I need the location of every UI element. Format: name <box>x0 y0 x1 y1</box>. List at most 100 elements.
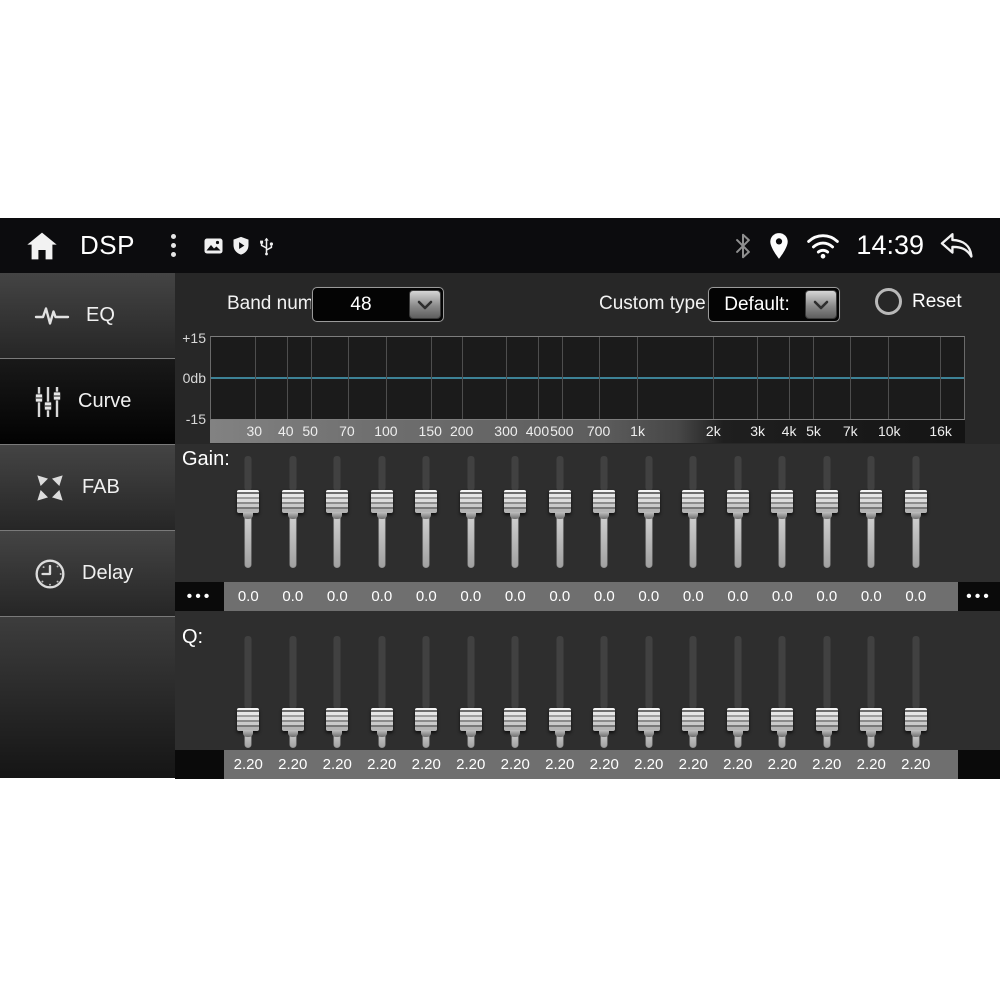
curve-panel: Band num: 48 Custom type: Default: <box>175 273 1000 779</box>
slider-thumb[interactable] <box>281 490 304 513</box>
slider-thumb[interactable] <box>326 490 349 513</box>
slider-thumb[interactable] <box>370 490 393 513</box>
sidebar-item-delay[interactable]: Delay <box>0 531 175 617</box>
q-value: 2.20 <box>456 756 486 773</box>
slider-thumb[interactable] <box>237 708 260 731</box>
sidebar-item-fab[interactable]: FAB <box>0 445 175 531</box>
band-num-select[interactable]: 48 <box>312 287 444 322</box>
q-slider[interactable] <box>627 634 672 750</box>
slider-thumb[interactable] <box>415 490 438 513</box>
gain-slider[interactable] <box>271 454 316 570</box>
gain-slider[interactable] <box>894 454 939 570</box>
gain-value: 0.0 <box>549 588 571 605</box>
custom-type-select[interactable]: Default: <box>708 287 840 322</box>
slider-thumb[interactable] <box>370 708 393 731</box>
q-slider[interactable] <box>538 634 583 750</box>
gain-slider[interactable] <box>493 454 538 570</box>
slider-thumb[interactable] <box>504 708 527 731</box>
slider-thumb[interactable] <box>726 490 749 513</box>
q-slider[interactable] <box>671 634 716 750</box>
gain-more-right[interactable]: ••• <box>958 582 1000 611</box>
slider-track-bottom <box>422 731 430 748</box>
gain-slider[interactable] <box>760 454 805 570</box>
slider-thumb[interactable] <box>771 490 794 513</box>
gain-slider[interactable] <box>226 454 271 570</box>
slider-thumb[interactable] <box>904 708 927 731</box>
gain-value: 0.0 <box>460 588 482 605</box>
freq-tick-label: 100 <box>374 423 398 439</box>
gain-slider[interactable] <box>315 454 360 570</box>
slider-thumb[interactable] <box>860 708 883 731</box>
slider-thumb[interactable] <box>237 490 260 513</box>
slider-thumb[interactable] <box>860 490 883 513</box>
chevron-down-icon[interactable] <box>805 290 837 319</box>
sidebar-item-curve[interactable]: Curve <box>0 359 175 445</box>
slider-thumb[interactable] <box>593 708 616 731</box>
gain-slider[interactable] <box>582 454 627 570</box>
slider-thumb[interactable] <box>771 708 794 731</box>
q-value: 2.20 <box>411 756 441 773</box>
gain-slider[interactable] <box>360 454 405 570</box>
back-icon[interactable] <box>940 232 974 260</box>
q-slider[interactable] <box>449 634 494 750</box>
q-slider[interactable] <box>716 634 761 750</box>
gain-value-cells: 0.0 0.0 0.0 0.0 0.0 0.0 0.0 0.0 0.0 0.0 0.0 0.0 0.0 0… <box>224 582 958 611</box>
slider-thumb[interactable] <box>637 708 660 731</box>
slider-thumb[interactable] <box>637 490 660 513</box>
gain-slider[interactable] <box>404 454 449 570</box>
slider-thumb[interactable] <box>326 708 349 731</box>
q-slider[interactable] <box>360 634 405 750</box>
sidebar-item-eq[interactable]: EQ <box>0 273 175 359</box>
slider-thumb[interactable] <box>548 490 571 513</box>
slider-thumb[interactable] <box>548 708 571 731</box>
slider-thumb[interactable] <box>459 708 482 731</box>
y-axis-tick: +15 <box>182 330 206 346</box>
home-icon[interactable] <box>26 231 58 261</box>
plot-gridline <box>812 337 814 419</box>
q-slider[interactable] <box>849 634 894 750</box>
gain-slider[interactable] <box>849 454 894 570</box>
q-slider[interactable] <box>271 634 316 750</box>
gain-value: 0.0 <box>593 588 615 605</box>
slider-thumb[interactable] <box>593 490 616 513</box>
slider-thumb[interactable] <box>504 490 527 513</box>
slider-thumb[interactable] <box>815 490 838 513</box>
q-slider[interactable] <box>760 634 805 750</box>
slider-thumb[interactable] <box>281 708 304 731</box>
reset-radio-icon[interactable] <box>875 288 902 315</box>
slider-track-bottom <box>511 513 519 568</box>
q-slider[interactable] <box>404 634 449 750</box>
q-slider[interactable] <box>493 634 538 750</box>
slider-thumb[interactable] <box>726 708 749 731</box>
gain-more-left[interactable]: ••• <box>175 582 224 611</box>
kebab-menu-icon[interactable] <box>167 230 180 261</box>
slider-thumb[interactable] <box>459 490 482 513</box>
q-value-cells: 2.20 2.20 2.20 2.20 2.20 2.20 2.20 2.20 2.20 2.20… <box>224 750 958 779</box>
chevron-down-icon[interactable] <box>409 290 441 319</box>
slider-thumb[interactable] <box>682 490 705 513</box>
slider-track-bottom <box>867 731 875 748</box>
gain-slider[interactable] <box>449 454 494 570</box>
gain-slider[interactable] <box>671 454 716 570</box>
gain-value: 0.0 <box>816 588 838 605</box>
q-value: 2.20 <box>901 756 931 773</box>
slider-track-top <box>645 636 653 709</box>
gain-slider[interactable] <box>716 454 761 570</box>
gain-slider[interactable] <box>805 454 850 570</box>
slider-thumb[interactable] <box>904 490 927 513</box>
reset-button[interactable]: Reset <box>875 288 962 315</box>
slider-thumb[interactable] <box>682 708 705 731</box>
gain-slider[interactable] <box>538 454 583 570</box>
q-slider[interactable] <box>582 634 627 750</box>
freq-tick-label: 300 <box>494 423 518 439</box>
q-slider[interactable] <box>315 634 360 750</box>
slider-thumb[interactable] <box>815 708 838 731</box>
slider-thumb[interactable] <box>415 708 438 731</box>
eq-plot[interactable] <box>210 336 965 420</box>
q-slider[interactable] <box>226 634 271 750</box>
gain-slider[interactable] <box>627 454 672 570</box>
q-slider[interactable] <box>805 634 850 750</box>
freq-tick-label: 1k <box>630 423 645 439</box>
location-pin-icon <box>768 232 790 260</box>
q-slider[interactable] <box>894 634 939 750</box>
